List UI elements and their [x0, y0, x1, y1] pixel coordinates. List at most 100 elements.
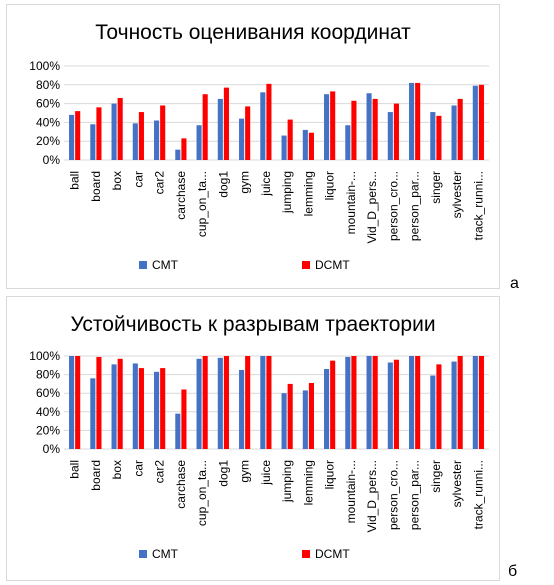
legend-swatch-dcmt [302, 550, 310, 558]
category-label: mountain-... [344, 460, 358, 523]
bar-dcmt-gym [245, 356, 251, 449]
bar-cmt-vid-d-pers [366, 356, 372, 449]
legend-label-cmt: CMT [152, 258, 179, 272]
y-tick-label: 60% [36, 386, 60, 400]
bar-dcmt-lemming [308, 382, 314, 449]
bar-dcmt-carchase [181, 138, 187, 160]
bar-cmt-person-par [409, 356, 415, 449]
bar-cmt-cup-on-ta [196, 358, 202, 449]
category-label: juice [259, 171, 273, 197]
bar-dcmt-car [138, 368, 144, 449]
category-label: car2 [153, 460, 167, 484]
bar-dcmt-track-runni [478, 356, 484, 449]
category-label: box [110, 171, 124, 190]
y-tick-label: 40% [36, 115, 60, 129]
legend-label-cmt: CMT [152, 547, 179, 561]
bar-dcmt-box [117, 358, 123, 449]
category-label: mountain-... [344, 171, 358, 234]
category-label: jumping [280, 171, 294, 214]
legend-swatch-dcmt [302, 261, 310, 269]
category-label: person_par... [408, 171, 422, 241]
bar-cmt-juice [260, 356, 266, 449]
bar-cmt-sylvester [451, 105, 457, 160]
legend-swatch-cmt [139, 261, 147, 269]
bar-cmt-jumping [281, 393, 287, 449]
bar-cmt-juice [260, 92, 266, 160]
category-label: Vid_D_pers... [365, 171, 379, 244]
bar-dcmt-vid-d-pers [372, 356, 378, 449]
category-label: liquor [323, 460, 337, 489]
panel-label-a: а [510, 275, 519, 292]
category-label: sylvester [450, 460, 464, 507]
category-label: Vid_D_pers... [365, 460, 379, 533]
category-label: gym [238, 460, 252, 483]
bar-cmt-car [132, 123, 138, 160]
legend-swatch-cmt [139, 550, 147, 558]
category-label: person_cro... [386, 171, 400, 241]
category-label: sylvester [450, 171, 464, 218]
category-label: board [89, 171, 103, 202]
bar-dcmt-singer [436, 364, 442, 449]
category-label: car [131, 460, 145, 477]
category-label: dog1 [216, 171, 230, 198]
chart-panel-a: Точность оценивания координат 0% 20% 40% 60… [6, 4, 500, 289]
bar-cmt-vid-d-pers [366, 93, 372, 160]
y-tick-label: 100% [29, 349, 60, 363]
bar-cmt-liquor [324, 94, 330, 160]
bar-dcmt-track-runni [478, 84, 484, 160]
panel-label-b: б [508, 563, 518, 580]
bar-cmt-sylvester [451, 361, 457, 449]
bar-cmt-ball [69, 356, 75, 449]
bar-dcmt-liquor [330, 360, 336, 449]
bar-cmt-box [111, 364, 117, 449]
bar-cmt-person-par [409, 82, 415, 160]
chart-panel-b: Устойчивость к разрывам траектории 0% 20%… [6, 296, 500, 581]
bar-cmt-gym [239, 118, 245, 160]
bar-cmt-dog1 [217, 98, 223, 160]
bar-cmt-singer [430, 375, 436, 449]
bar-dcmt-mountain [351, 100, 357, 160]
category-label: person_cro... [386, 460, 400, 530]
category-label: cup_on_ta... [195, 171, 209, 237]
category-label: car [131, 171, 145, 188]
bar-dcmt-mountain [351, 356, 357, 449]
bar-dcmt-board [96, 356, 102, 449]
bar-cmt-carchase [175, 413, 181, 449]
bar-dcmt-car2 [160, 368, 166, 449]
y-tick-label: 60% [36, 97, 60, 111]
bar-dcmt-jumping [287, 119, 293, 160]
bar-cmt-board [90, 124, 96, 160]
bar-cmt-person-cro [387, 112, 393, 160]
y-tick-label: 20% [36, 134, 60, 148]
category-label: dog1 [216, 460, 230, 487]
bar-cmt-track-runni [472, 85, 478, 160]
bar-cmt-board [90, 378, 96, 449]
bar-dcmt-juice [266, 83, 272, 160]
bar-dcmt-sylvester [457, 98, 463, 160]
y-tick-label: 0% [43, 442, 61, 456]
bar-dcmt-box [117, 97, 123, 160]
bar-cmt-carchase [175, 149, 181, 160]
bar-dcmt-car2 [160, 105, 166, 160]
y-tick-label: 0% [43, 153, 61, 167]
bar-cmt-car [132, 363, 138, 449]
category-label: track_runni... [471, 171, 485, 240]
bar-dcmt-carchase [181, 389, 187, 449]
bar-dcmt-juice [266, 356, 272, 449]
bar-dcmt-board [96, 107, 102, 160]
bar-cmt-lemming [302, 390, 308, 449]
bar-dcmt-vid-d-pers [372, 98, 378, 160]
bar-cmt-liquor [324, 369, 330, 449]
bar-cmt-track-runni [472, 356, 478, 449]
category-label: lemming [301, 171, 315, 216]
category-label: board [89, 460, 103, 491]
bar-cmt-gym [239, 369, 245, 449]
y-tick-label: 40% [36, 405, 60, 419]
y-tick-label: 20% [36, 423, 60, 437]
category-label: ball [68, 171, 82, 190]
bar-cmt-car2 [154, 371, 160, 449]
category-label: track_runni... [471, 460, 485, 529]
bar-cmt-person-cro [387, 362, 393, 449]
category-label: car2 [153, 171, 167, 195]
bar-dcmt-ball [75, 356, 81, 449]
